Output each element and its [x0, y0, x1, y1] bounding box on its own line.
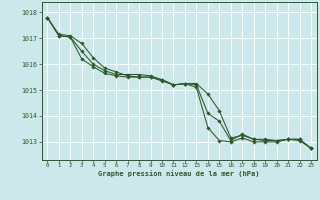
X-axis label: Graphe pression niveau de la mer (hPa): Graphe pression niveau de la mer (hPa) [99, 171, 260, 177]
